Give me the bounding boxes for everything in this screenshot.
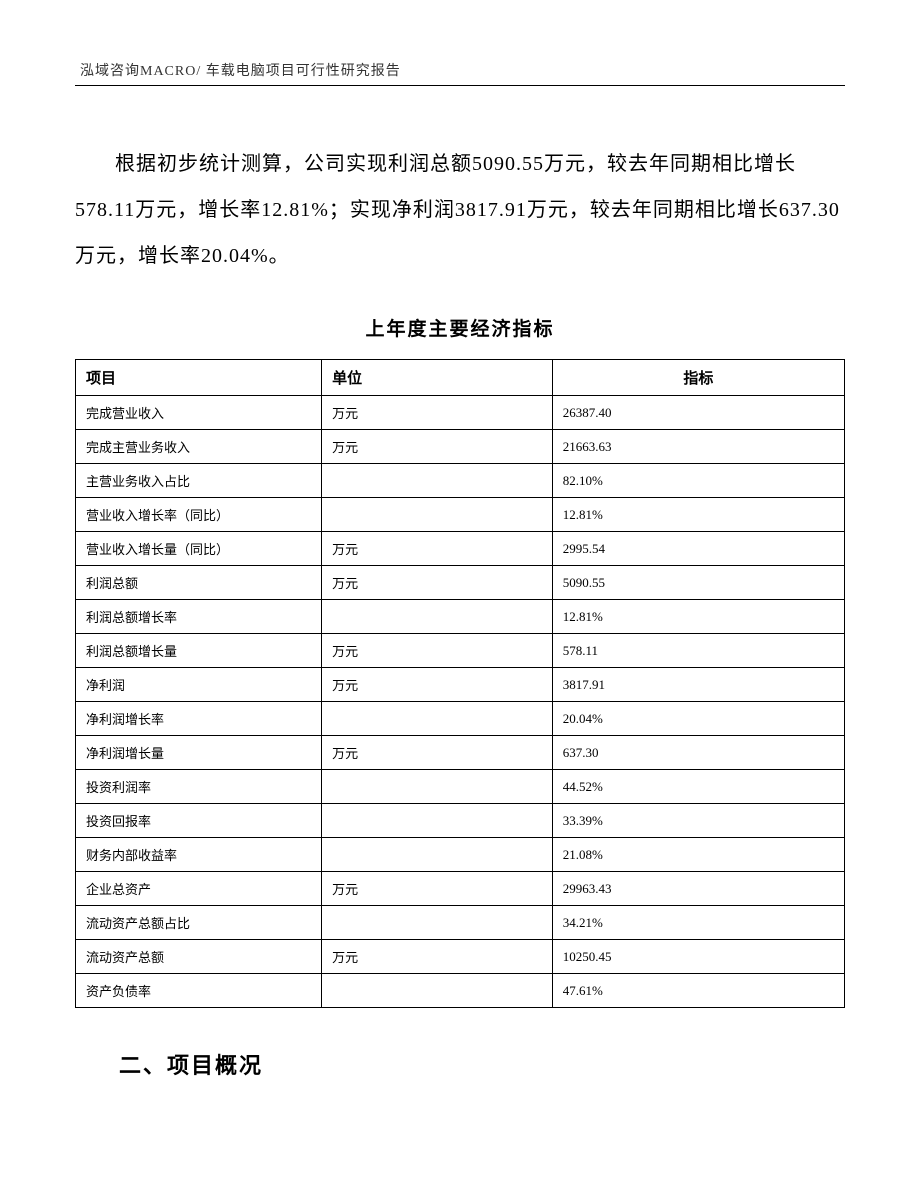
table-cell-unit (322, 770, 553, 804)
table-cell-item: 净利润增长量 (76, 736, 322, 770)
table-row: 营业收入增长量（同比）万元2995.54 (76, 532, 845, 566)
table-cell-item: 资产负债率 (76, 974, 322, 1008)
table-row: 主营业务收入占比 82.10% (76, 464, 845, 498)
table-cell-item: 投资利润率 (76, 770, 322, 804)
table-header-row: 项目 单位 指标 (76, 360, 845, 396)
table-cell-unit (322, 702, 553, 736)
table-row: 投资回报率 33.39% (76, 804, 845, 838)
table-cell-unit (322, 974, 553, 1008)
table-row: 利润总额增长率 12.81% (76, 600, 845, 634)
table-row: 净利润增长率 20.04% (76, 702, 845, 736)
table-cell-unit: 万元 (322, 668, 553, 702)
table-cell-value: 29963.43 (552, 872, 844, 906)
intro-paragraph: 根据初步统计测算，公司实现利润总额5090.55万元，较去年同期相比增长578.… (75, 141, 845, 279)
table-row: 流动资产总额占比 34.21% (76, 906, 845, 940)
table-cell-value: 34.21% (552, 906, 844, 940)
table-cell-item: 完成营业收入 (76, 396, 322, 430)
table-cell-item: 利润总额增长率 (76, 600, 322, 634)
table-row: 利润总额增长量万元578.11 (76, 634, 845, 668)
table-cell-item: 净利润 (76, 668, 322, 702)
page-header: 泓域咨询MACRO/ 车载电脑项目可行性研究报告 (75, 60, 845, 80)
table-cell-value: 20.04% (552, 702, 844, 736)
table-cell-unit: 万元 (322, 430, 553, 464)
table-title: 上年度主要经济指标 (75, 314, 845, 341)
table-cell-value: 10250.45 (552, 940, 844, 974)
table-cell-value: 26387.40 (552, 396, 844, 430)
table-row: 财务内部收益率 21.08% (76, 838, 845, 872)
table-cell-value: 3817.91 (552, 668, 844, 702)
table-cell-value: 47.61% (552, 974, 844, 1008)
table-cell-unit (322, 838, 553, 872)
table-row: 资产负债率 47.61% (76, 974, 845, 1008)
col-header-item: 项目 (76, 360, 322, 396)
col-header-unit: 单位 (322, 360, 553, 396)
table-row: 净利润增长量万元637.30 (76, 736, 845, 770)
table-row: 流动资产总额万元10250.45 (76, 940, 845, 974)
table-cell-unit: 万元 (322, 940, 553, 974)
table-cell-unit: 万元 (322, 396, 553, 430)
table-cell-item: 净利润增长率 (76, 702, 322, 736)
table-cell-item: 营业收入增长量（同比） (76, 532, 322, 566)
table-cell-value: 637.30 (552, 736, 844, 770)
table-row: 营业收入增长率（同比） 12.81% (76, 498, 845, 532)
economic-indicators-table: 项目 单位 指标 完成营业收入万元26387.40完成主营业务收入万元21663… (75, 359, 845, 1008)
table-cell-unit (322, 804, 553, 838)
table-cell-value: 578.11 (552, 634, 844, 668)
table-cell-value: 44.52% (552, 770, 844, 804)
table-row: 完成营业收入万元26387.40 (76, 396, 845, 430)
table-row: 完成主营业务收入万元21663.63 (76, 430, 845, 464)
table-row: 企业总资产万元29963.43 (76, 872, 845, 906)
col-header-value: 指标 (552, 360, 844, 396)
table-cell-item: 主营业务收入占比 (76, 464, 322, 498)
table-cell-item: 企业总资产 (76, 872, 322, 906)
table-cell-unit (322, 464, 553, 498)
table-cell-unit: 万元 (322, 532, 553, 566)
table-row: 净利润万元3817.91 (76, 668, 845, 702)
table-cell-value: 12.81% (552, 600, 844, 634)
table-cell-item: 投资回报率 (76, 804, 322, 838)
table-cell-item: 财务内部收益率 (76, 838, 322, 872)
table-cell-unit: 万元 (322, 872, 553, 906)
header-rule (75, 85, 845, 86)
table-cell-value: 12.81% (552, 498, 844, 532)
table-cell-unit (322, 906, 553, 940)
table-cell-value: 82.10% (552, 464, 844, 498)
table-cell-item: 利润总额增长量 (76, 634, 322, 668)
table-cell-value: 33.39% (552, 804, 844, 838)
table-row: 投资利润率 44.52% (76, 770, 845, 804)
table-cell-item: 营业收入增长率（同比） (76, 498, 322, 532)
table-cell-item: 流动资产总额占比 (76, 906, 322, 940)
table-cell-value: 21663.63 (552, 430, 844, 464)
table-cell-unit: 万元 (322, 736, 553, 770)
table-cell-value: 21.08% (552, 838, 844, 872)
table-row: 利润总额万元5090.55 (76, 566, 845, 600)
table-cell-unit (322, 600, 553, 634)
table-cell-value: 2995.54 (552, 532, 844, 566)
table-cell-unit (322, 498, 553, 532)
table-cell-item: 流动资产总额 (76, 940, 322, 974)
table-cell-item: 完成主营业务收入 (76, 430, 322, 464)
section-heading: 二、项目概况 (119, 1048, 845, 1080)
table-cell-unit: 万元 (322, 634, 553, 668)
table-cell-unit: 万元 (322, 566, 553, 600)
table-cell-item: 利润总额 (76, 566, 322, 600)
table-cell-value: 5090.55 (552, 566, 844, 600)
